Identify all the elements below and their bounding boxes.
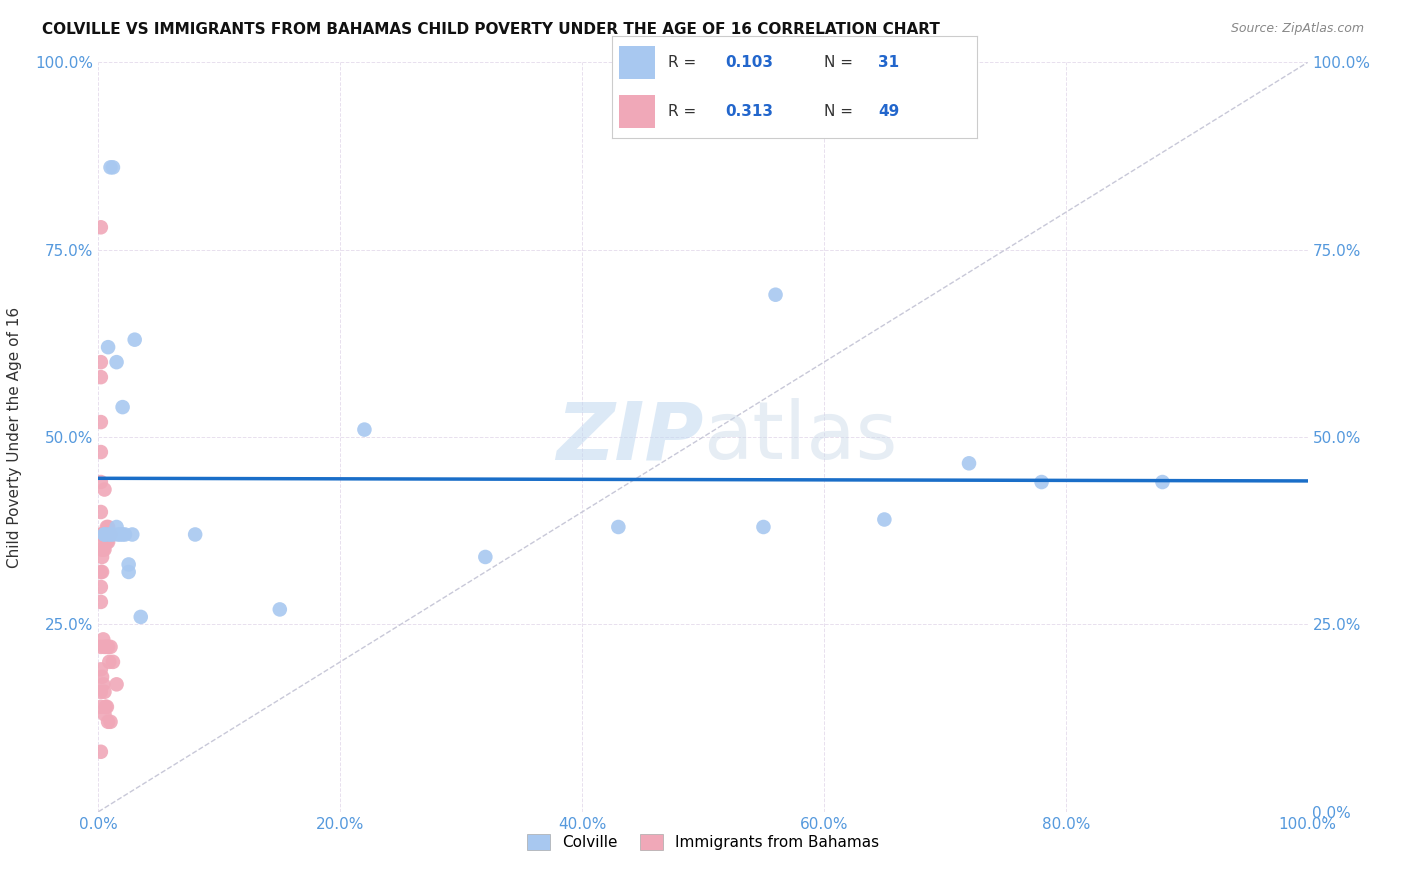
Point (100, 527, 122, 541)
Point (269, 602, 291, 616)
Point (353, 423, 375, 437)
Point (118, 558, 141, 572)
Point (1152, 475, 1174, 489)
Point (90, 527, 112, 541)
Point (96, 520, 118, 534)
Point (91, 565, 114, 579)
Point (90, 535, 112, 549)
Point (90, 565, 112, 579)
Point (91, 670, 114, 684)
Point (97, 527, 120, 541)
Point (114, 527, 136, 541)
Point (97, 640, 120, 654)
Point (90, 505, 112, 519)
Text: N =: N = (824, 104, 858, 120)
Point (93, 542, 115, 557)
Text: N =: N = (824, 54, 858, 70)
Point (90, 370, 112, 384)
Point (91, 632, 114, 647)
Point (98, 527, 121, 541)
Point (91, 542, 114, 557)
Point (93, 527, 115, 541)
Point (96, 640, 118, 654)
Point (121, 527, 143, 541)
Text: COLVILLE VS IMMIGRANTS FROM BAHAMAS CHILD POVERTY UNDER THE AGE OF 16 CORRELATIO: COLVILLE VS IMMIGRANTS FROM BAHAMAS CHIL… (42, 22, 941, 37)
Point (96, 535, 118, 549)
Point (91, 527, 114, 541)
Point (93, 483, 115, 497)
Point (94, 527, 117, 541)
Point (93, 707, 115, 722)
Point (91, 527, 114, 541)
Point (90, 580, 112, 594)
Point (91, 677, 114, 691)
Point (765, 287, 787, 301)
Point (101, 527, 124, 541)
Text: R =: R = (668, 104, 702, 120)
Y-axis label: Child Poverty Under the Age of 16: Child Poverty Under the Age of 16 (7, 307, 21, 567)
Point (93, 527, 115, 541)
Point (873, 512, 896, 526)
FancyBboxPatch shape (619, 95, 655, 128)
Point (118, 565, 141, 579)
Point (957, 456, 980, 470)
Point (111, 400, 134, 414)
Point (111, 527, 134, 541)
Point (93, 640, 115, 654)
Point (607, 520, 630, 534)
Point (90, 475, 112, 489)
Point (100, 640, 122, 654)
Point (90, 685, 112, 699)
Point (90, 542, 112, 557)
Text: Source: ZipAtlas.com: Source: ZipAtlas.com (1230, 22, 1364, 36)
Point (97, 340, 120, 354)
Point (90, 355, 112, 369)
Point (107, 527, 129, 541)
Text: R =: R = (668, 54, 702, 70)
Point (91, 549, 114, 564)
Point (94, 699, 117, 714)
Point (93, 685, 115, 699)
Point (90, 640, 112, 654)
Point (101, 655, 124, 669)
Point (90, 745, 112, 759)
Text: 0.313: 0.313 (725, 104, 773, 120)
Point (97, 535, 120, 549)
Text: ZIP: ZIP (555, 398, 703, 476)
Point (184, 527, 207, 541)
Point (1031, 475, 1053, 489)
FancyBboxPatch shape (619, 46, 655, 78)
Point (124, 333, 146, 347)
Text: 0.103: 0.103 (725, 54, 773, 70)
Point (129, 610, 152, 624)
Point (100, 161, 122, 175)
Point (108, 527, 131, 541)
Text: 49: 49 (879, 104, 900, 120)
Point (97, 520, 120, 534)
Point (100, 714, 122, 729)
Point (98, 655, 121, 669)
Point (105, 677, 128, 691)
Point (100, 527, 122, 541)
Point (90, 445, 112, 459)
Point (474, 549, 496, 564)
Point (105, 355, 128, 369)
Point (90, 595, 112, 609)
Point (752, 520, 775, 534)
Point (97, 714, 120, 729)
Point (96, 699, 118, 714)
Legend: Colville, Immigrants from Bahamas: Colville, Immigrants from Bahamas (520, 829, 886, 856)
Text: 31: 31 (879, 54, 900, 70)
Point (105, 520, 128, 534)
Text: atlas: atlas (703, 398, 897, 476)
Point (93, 527, 115, 541)
Point (90, 415, 112, 429)
Point (90, 699, 112, 714)
Point (90, 662, 112, 676)
Point (90, 220, 112, 235)
Point (101, 161, 124, 175)
